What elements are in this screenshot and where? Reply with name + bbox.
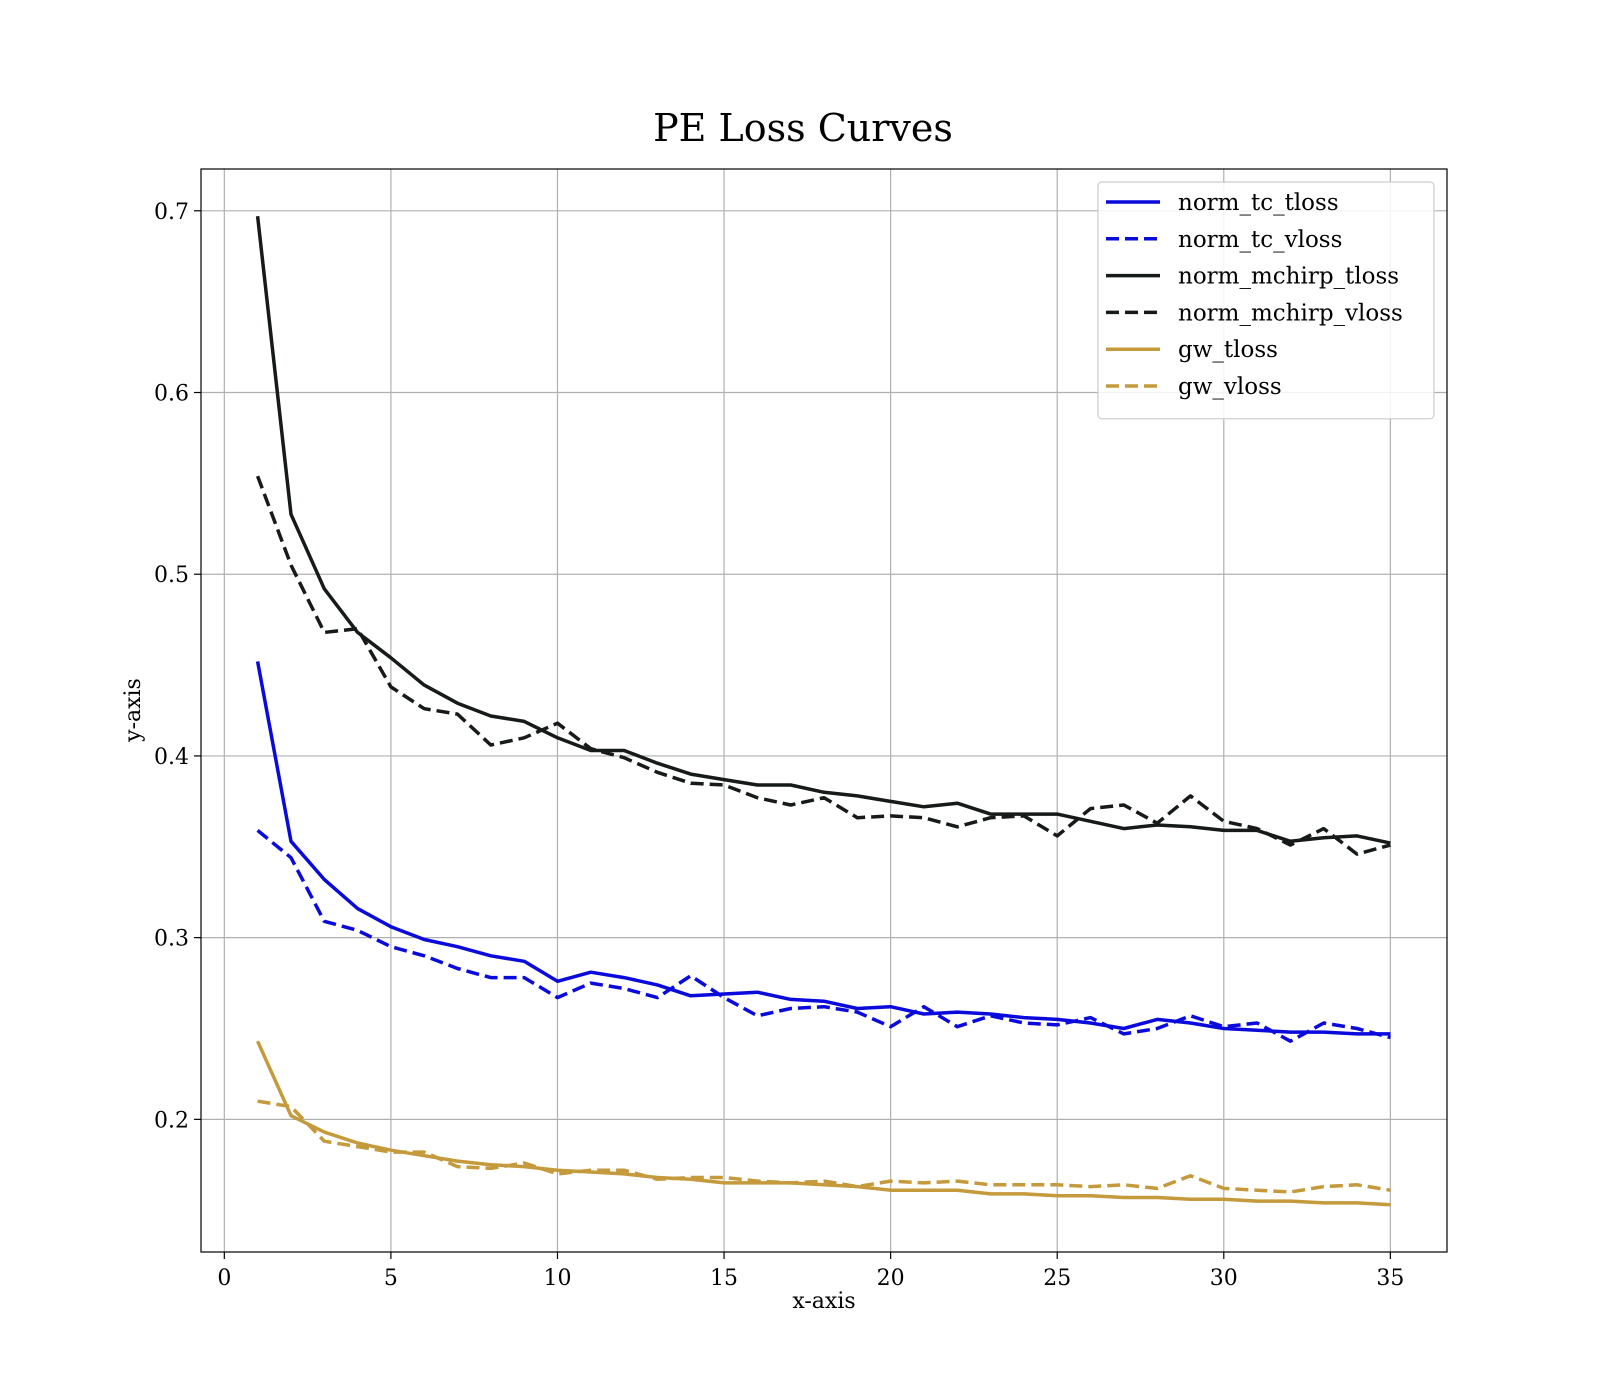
- series-line-norm-mchirp-vloss: [255, 475, 1391, 856]
- legend-label: norm_mchirp_vloss: [1178, 300, 1403, 326]
- chart-title: PE Loss Curves: [653, 106, 953, 150]
- x-tick-label: 15: [710, 1266, 738, 1291]
- series-line-norm-mchirp-tloss: [255, 216, 1391, 845]
- series-line-norm-tc-tloss: [255, 661, 1391, 1036]
- series-line-gw-tloss: [256, 1040, 1391, 1207]
- legend: norm_tc_tloss norm_tc_vloss norm_mchirp_tl…: [1097, 181, 1435, 420]
- x-tick-label: 25: [1043, 1266, 1071, 1291]
- series-line-norm-tc-vloss: [256, 829, 1391, 1043]
- x-tick-label: 10: [543, 1266, 571, 1291]
- x-axis-ticks: 0 5 10 15 20 25 30 35: [217, 1252, 1404, 1291]
- y-tick-label: 0.6: [154, 382, 189, 407]
- x-tick-label: 35: [1376, 1266, 1404, 1291]
- legend-label: gw_vloss: [1178, 374, 1282, 400]
- x-tick-label: 20: [877, 1266, 905, 1291]
- x-tick-label: 30: [1210, 1266, 1238, 1291]
- legend-label: norm_tc_vloss: [1178, 227, 1342, 253]
- y-axis-ticks: 0.2 0.3 0.4 0.5 0.6 0.7: [154, 200, 201, 1133]
- y-tick-label: 0.4: [154, 745, 189, 770]
- legend-label: norm_mchirp_tloss: [1178, 264, 1399, 290]
- y-tick-label: 0.5: [154, 563, 189, 588]
- legend-label: gw_tloss: [1178, 337, 1278, 363]
- y-tick-label: 0.3: [154, 927, 189, 952]
- legend-label: norm_tc_tloss: [1178, 190, 1339, 216]
- y-axis-label: y-axis: [121, 678, 146, 743]
- y-tick-label: 0.2: [154, 1108, 189, 1133]
- x-tick-label: 0: [217, 1266, 231, 1291]
- series-layer: [255, 216, 1391, 1207]
- series-line-gw-vloss: [257, 1099, 1391, 1194]
- x-tick-label: 5: [384, 1266, 398, 1291]
- plot-frame: [200, 168, 1448, 1253]
- legend-box: [1097, 181, 1435, 420]
- x-axis-label: x-axis: [792, 1289, 855, 1314]
- y-tick-label: 0.7: [154, 200, 189, 225]
